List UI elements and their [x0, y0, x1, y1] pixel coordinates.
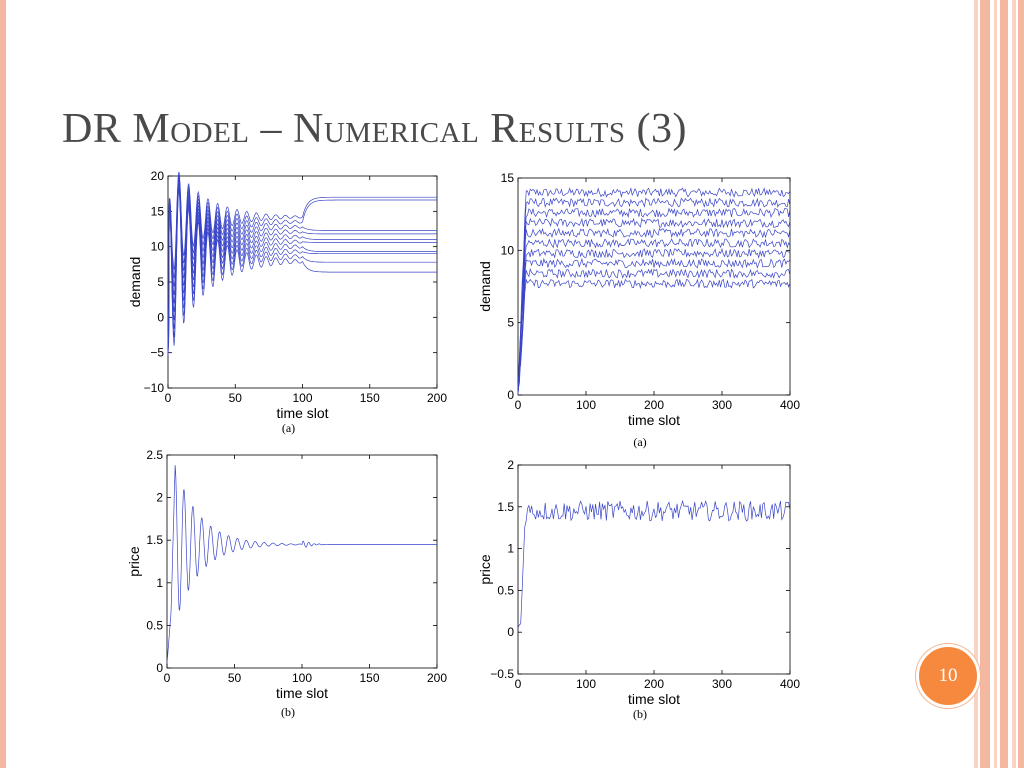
y-tick-label: 0	[156, 661, 163, 675]
x-tick-label: 200	[427, 671, 447, 685]
x-axis-label: time slot	[628, 691, 680, 707]
y-tick-label: 2	[507, 458, 514, 472]
x-tick-label: 100	[292, 391, 312, 405]
demand-series-line	[517, 278, 791, 396]
demand-series-line	[167, 187, 437, 340]
x-tick-label: 300	[712, 398, 732, 412]
chart-demand-400: 0 100 200 300 400 0 5 10 15 time slot demand (a)	[477, 171, 800, 449]
right-border-decoration	[974, 0, 1024, 768]
demand-series-line	[517, 217, 791, 396]
y-tick-label: 5	[507, 316, 514, 330]
figure-caption: (b)	[281, 705, 295, 719]
y-tick-label: 0	[507, 388, 514, 402]
x-tick-label: 200	[644, 398, 664, 412]
demand-series-line	[167, 175, 437, 353]
y-tick-label: −0.5	[490, 667, 514, 681]
x-tick-label: 100	[292, 671, 312, 685]
y-tick-label: 2	[156, 491, 163, 505]
y-tick-label: 1.5	[146, 533, 163, 547]
x-tick-label: 200	[644, 677, 664, 691]
demand-series-line	[517, 197, 791, 393]
x-tick-label: 50	[229, 391, 243, 405]
x-tick-label: 150	[360, 391, 380, 405]
demand-series-line	[167, 179, 437, 348]
demand-series-line	[517, 257, 791, 392]
y-tick-label: −10	[144, 381, 165, 395]
demand-series-line	[517, 238, 791, 396]
y-tick-label: 1.5	[497, 500, 514, 514]
demand-series-line	[167, 171, 437, 357]
y-tick-label: 2.5	[146, 448, 163, 462]
demand-series-line	[167, 177, 437, 350]
x-axis-label: time slot	[276, 405, 328, 421]
y-axis-label: demand	[477, 261, 493, 312]
y-tick-label: 0	[507, 625, 514, 639]
chart-demand-200: 0 50 100 150 200 −10 −5 0 5 10 15 20 time slot demand…	[127, 169, 447, 435]
y-tick-label: 0	[157, 310, 164, 324]
y-axis-label: demand	[127, 257, 143, 308]
y-tick-label: 15	[151, 204, 165, 218]
x-tick-label: 200	[427, 391, 447, 405]
page-number-badge: 10	[916, 644, 980, 708]
demand-series-line	[517, 187, 791, 392]
demand-series-line	[167, 181, 437, 346]
x-tick-label: 100	[576, 398, 596, 412]
demand-series-line	[517, 268, 791, 392]
y-tick-label: 0.5	[146, 618, 163, 632]
slide-title: DR Model – Numerical Results (3)	[62, 106, 687, 152]
y-tick-label: 15	[501, 171, 515, 185]
x-tick-label: 0	[515, 677, 522, 691]
x-tick-label: 150	[359, 671, 379, 685]
y-tick-label: 10	[501, 243, 515, 257]
x-tick-label: 0	[515, 398, 522, 412]
y-axis-label: price	[126, 546, 142, 577]
demand-series-line	[167, 183, 437, 344]
y-tick-label: −5	[150, 346, 164, 360]
demand-series-line	[517, 227, 791, 396]
demand-series-line	[167, 189, 437, 346]
y-tick-label: 20	[151, 169, 165, 183]
y-tick-label: 10	[151, 240, 165, 254]
price-series-line	[517, 499, 791, 629]
y-tick-label: 0.5	[497, 583, 514, 597]
x-tick-label: 400	[780, 398, 800, 412]
demand-series-line	[517, 247, 791, 387]
x-axis-label: time slot	[276, 685, 328, 701]
figure-caption: (a)	[633, 435, 646, 449]
x-tick-label: 100	[576, 677, 596, 691]
figure-caption: (b)	[633, 707, 647, 721]
y-axis-label: price	[477, 554, 493, 585]
demand-series-line	[167, 173, 437, 355]
x-axis-label: time slot	[628, 412, 680, 428]
demand-series-line	[167, 185, 437, 342]
price-series-line	[166, 465, 437, 664]
figure-caption: (a)	[282, 421, 295, 435]
x-tick-label: 50	[228, 671, 242, 685]
y-tick-label: 1	[507, 542, 514, 556]
demand-series-line	[517, 207, 791, 395]
x-tick-label: 400	[780, 677, 800, 691]
x-tick-label: 0	[165, 391, 172, 405]
x-tick-label: 300	[712, 677, 732, 691]
x-tick-label: 0	[164, 671, 171, 685]
plot-frame	[517, 464, 791, 675]
y-tick-label: 5	[157, 275, 164, 289]
chart-price-200: 0 50 100 150 200 0 0.5 1 1.5 2 2.5 time slot price (b…	[126, 448, 447, 719]
left-border-decoration	[0, 0, 6, 768]
y-tick-label: 1	[156, 576, 163, 590]
